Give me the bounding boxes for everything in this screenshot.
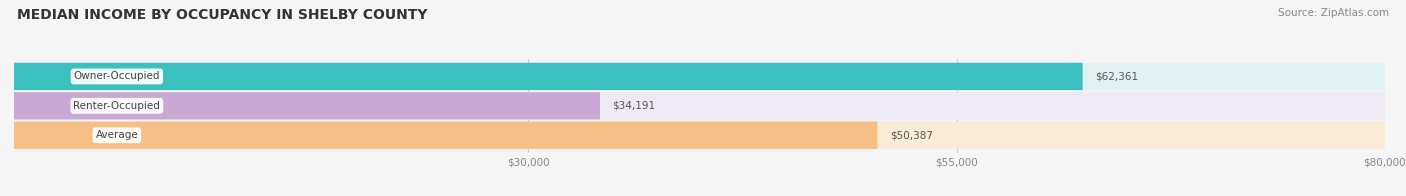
Text: Renter-Occupied: Renter-Occupied <box>73 101 160 111</box>
Text: Average: Average <box>96 130 138 140</box>
FancyBboxPatch shape <box>14 63 1083 90</box>
Text: Owner-Occupied: Owner-Occupied <box>73 71 160 82</box>
FancyBboxPatch shape <box>14 122 877 149</box>
FancyBboxPatch shape <box>14 92 1385 120</box>
FancyBboxPatch shape <box>14 63 1385 90</box>
Text: $62,361: $62,361 <box>1095 71 1137 82</box>
Text: $34,191: $34,191 <box>612 101 655 111</box>
Text: MEDIAN INCOME BY OCCUPANCY IN SHELBY COUNTY: MEDIAN INCOME BY OCCUPANCY IN SHELBY COU… <box>17 8 427 22</box>
Text: Source: ZipAtlas.com: Source: ZipAtlas.com <box>1278 8 1389 18</box>
FancyBboxPatch shape <box>14 92 600 120</box>
FancyBboxPatch shape <box>14 122 1385 149</box>
Text: $50,387: $50,387 <box>890 130 932 140</box>
